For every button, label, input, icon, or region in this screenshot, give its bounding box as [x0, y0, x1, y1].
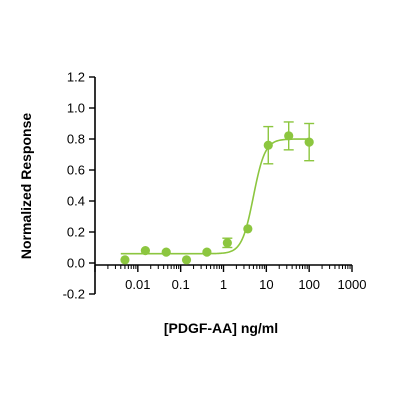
data-point: [202, 247, 212, 257]
x-tick-label: 10: [259, 277, 273, 292]
x-tick-label: 0.01: [125, 277, 150, 292]
y-tick-label: 0.2: [67, 225, 85, 240]
x-tick-label: 1000: [338, 277, 367, 292]
x-tick-label: 100: [298, 277, 320, 292]
x-tick-label: 0.1: [172, 277, 190, 292]
data-point: [140, 246, 150, 256]
x-tick-label: 1: [220, 277, 227, 292]
data-point: [120, 255, 130, 265]
y-axis-title: Normalized Response: [18, 113, 34, 259]
y-tick-label: 1.2: [67, 70, 85, 85]
data-point: [284, 131, 294, 141]
y-tick-label: 1.0: [67, 101, 85, 116]
y-tick-label: 0.0: [67, 256, 85, 271]
y-tick-label: -0.2: [63, 287, 85, 302]
y-tick-label: 0.4: [67, 194, 85, 209]
data-point: [243, 224, 253, 234]
x-axis-title: [PDGF-AA] ng/ml: [164, 320, 278, 336]
data-point: [161, 247, 171, 257]
data-point: [304, 137, 314, 147]
data-point: [222, 238, 232, 248]
y-tick-label: 0.8: [67, 132, 85, 147]
y-tick-label: 0.6: [67, 163, 85, 178]
data-point: [181, 255, 192, 265]
fit-curve: [120, 138, 311, 255]
data-point: [263, 140, 273, 150]
series-layer: [120, 121, 315, 265]
axes: -0.2 0.0 0.2 0.4 0.6 0.8 1.0 1.2 0.01 0.1 1 10 100 10…: [63, 70, 367, 302]
